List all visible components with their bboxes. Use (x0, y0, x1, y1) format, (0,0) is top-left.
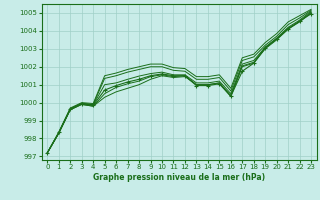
X-axis label: Graphe pression niveau de la mer (hPa): Graphe pression niveau de la mer (hPa) (93, 173, 265, 182)
